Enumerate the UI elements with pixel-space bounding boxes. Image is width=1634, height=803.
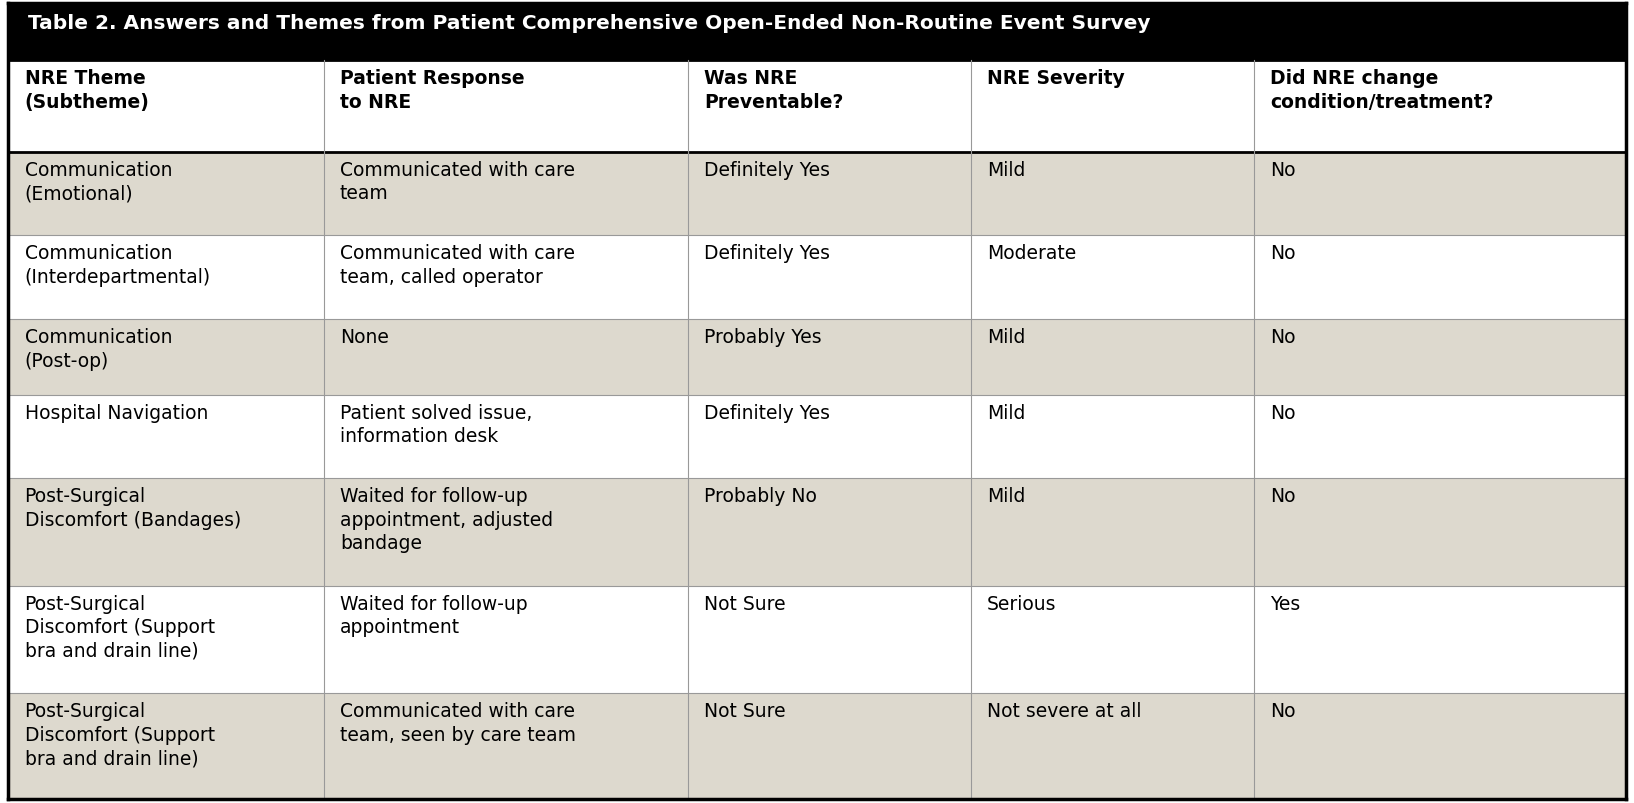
Text: Mild: Mild [987,403,1026,422]
Bar [8,586,324,693]
Text: Not Sure: Not Sure [704,701,786,720]
Text: No: No [1270,487,1296,506]
Bar [688,320,971,395]
Bar [688,395,971,479]
Text: NRE Theme
(Subtheme): NRE Theme (Subtheme) [25,69,149,112]
Bar [971,693,1253,799]
Text: Patient Response
to NRE: Patient Response to NRE [340,69,525,112]
Bar [688,693,971,799]
Bar [324,153,688,236]
Bar [688,61,971,153]
Text: Yes: Yes [1270,594,1301,613]
Bar [971,320,1253,395]
Text: Patient solved issue,
information desk: Patient solved issue, information desk [340,403,533,446]
Text: Mild: Mild [987,328,1026,347]
Bar [1253,153,1626,236]
Text: Table 2. Answers and Themes from Patient Comprehensive Open-Ended Non-Routine Ev: Table 2. Answers and Themes from Patient… [28,14,1150,33]
Text: Communication
(Interdepartmental): Communication (Interdepartmental) [25,244,211,287]
Bar [688,479,971,586]
Text: Probably Yes: Probably Yes [704,328,822,347]
Text: Definitely Yes: Definitely Yes [704,244,830,263]
Text: Serious: Serious [987,594,1057,613]
Text: Moderate: Moderate [987,244,1077,263]
Text: No: No [1270,161,1296,180]
Bar [1253,236,1626,320]
Bar [8,693,324,799]
Bar [324,693,688,799]
Bar [8,320,324,395]
Bar [688,236,971,320]
Text: Waited for follow-up
appointment: Waited for follow-up appointment [340,594,528,637]
Text: No: No [1270,701,1296,720]
Text: Waited for follow-up
appointment, adjusted
bandage: Waited for follow-up appointment, adjust… [340,487,552,552]
Text: Definitely Yes: Definitely Yes [704,403,830,422]
Text: No: No [1270,328,1296,347]
Text: Not severe at all: Not severe at all [987,701,1142,720]
Text: Not Sure: Not Sure [704,594,786,613]
Bar [971,61,1253,153]
Text: Mild: Mild [987,161,1026,180]
Text: No: No [1270,244,1296,263]
Bar [8,61,324,153]
Bar [324,320,688,395]
Bar [1253,61,1626,153]
Bar [1253,320,1626,395]
Bar [8,395,324,479]
Text: Mild: Mild [987,487,1026,506]
Bar [688,153,971,236]
Bar [8,236,324,320]
Bar [971,236,1253,320]
Text: Communication
(Emotional): Communication (Emotional) [25,161,172,203]
Bar [971,153,1253,236]
Text: Communicated with care
team, called operator: Communicated with care team, called oper… [340,244,575,287]
Bar [1253,586,1626,693]
Text: Did NRE change
condition/treatment?: Did NRE change condition/treatment? [1270,69,1493,112]
Bar [971,586,1253,693]
Bar [324,479,688,586]
Text: Was NRE
Preventable?: Was NRE Preventable? [704,69,843,112]
Text: Communicated with care
team: Communicated with care team [340,161,575,203]
Text: Post-Surgical
Discomfort (Support
bra and drain line): Post-Surgical Discomfort (Support bra an… [25,701,214,767]
Bar [971,479,1253,586]
Bar [324,586,688,693]
Text: Probably No: Probably No [704,487,817,506]
Bar [8,153,324,236]
Bar [324,61,688,153]
Text: Definitely Yes: Definitely Yes [704,161,830,180]
Bar [324,236,688,320]
Bar [8,479,324,586]
Bar [971,395,1253,479]
Bar [688,586,971,693]
Text: Communicated with care
team, seen by care team: Communicated with care team, seen by car… [340,701,575,744]
Text: Communication
(Post-op): Communication (Post-op) [25,328,172,370]
Text: Post-Surgical
Discomfort (Support
bra and drain line): Post-Surgical Discomfort (Support bra an… [25,594,214,660]
Bar [8,4,1626,61]
Text: None: None [340,328,389,347]
Bar [1253,479,1626,586]
Bar [324,395,688,479]
Text: NRE Severity: NRE Severity [987,69,1124,88]
Bar [1253,693,1626,799]
Text: Post-Surgical
Discomfort (Bandages): Post-Surgical Discomfort (Bandages) [25,487,240,529]
Bar [1253,395,1626,479]
Text: No: No [1270,403,1296,422]
Text: Hospital Navigation: Hospital Navigation [25,403,208,422]
